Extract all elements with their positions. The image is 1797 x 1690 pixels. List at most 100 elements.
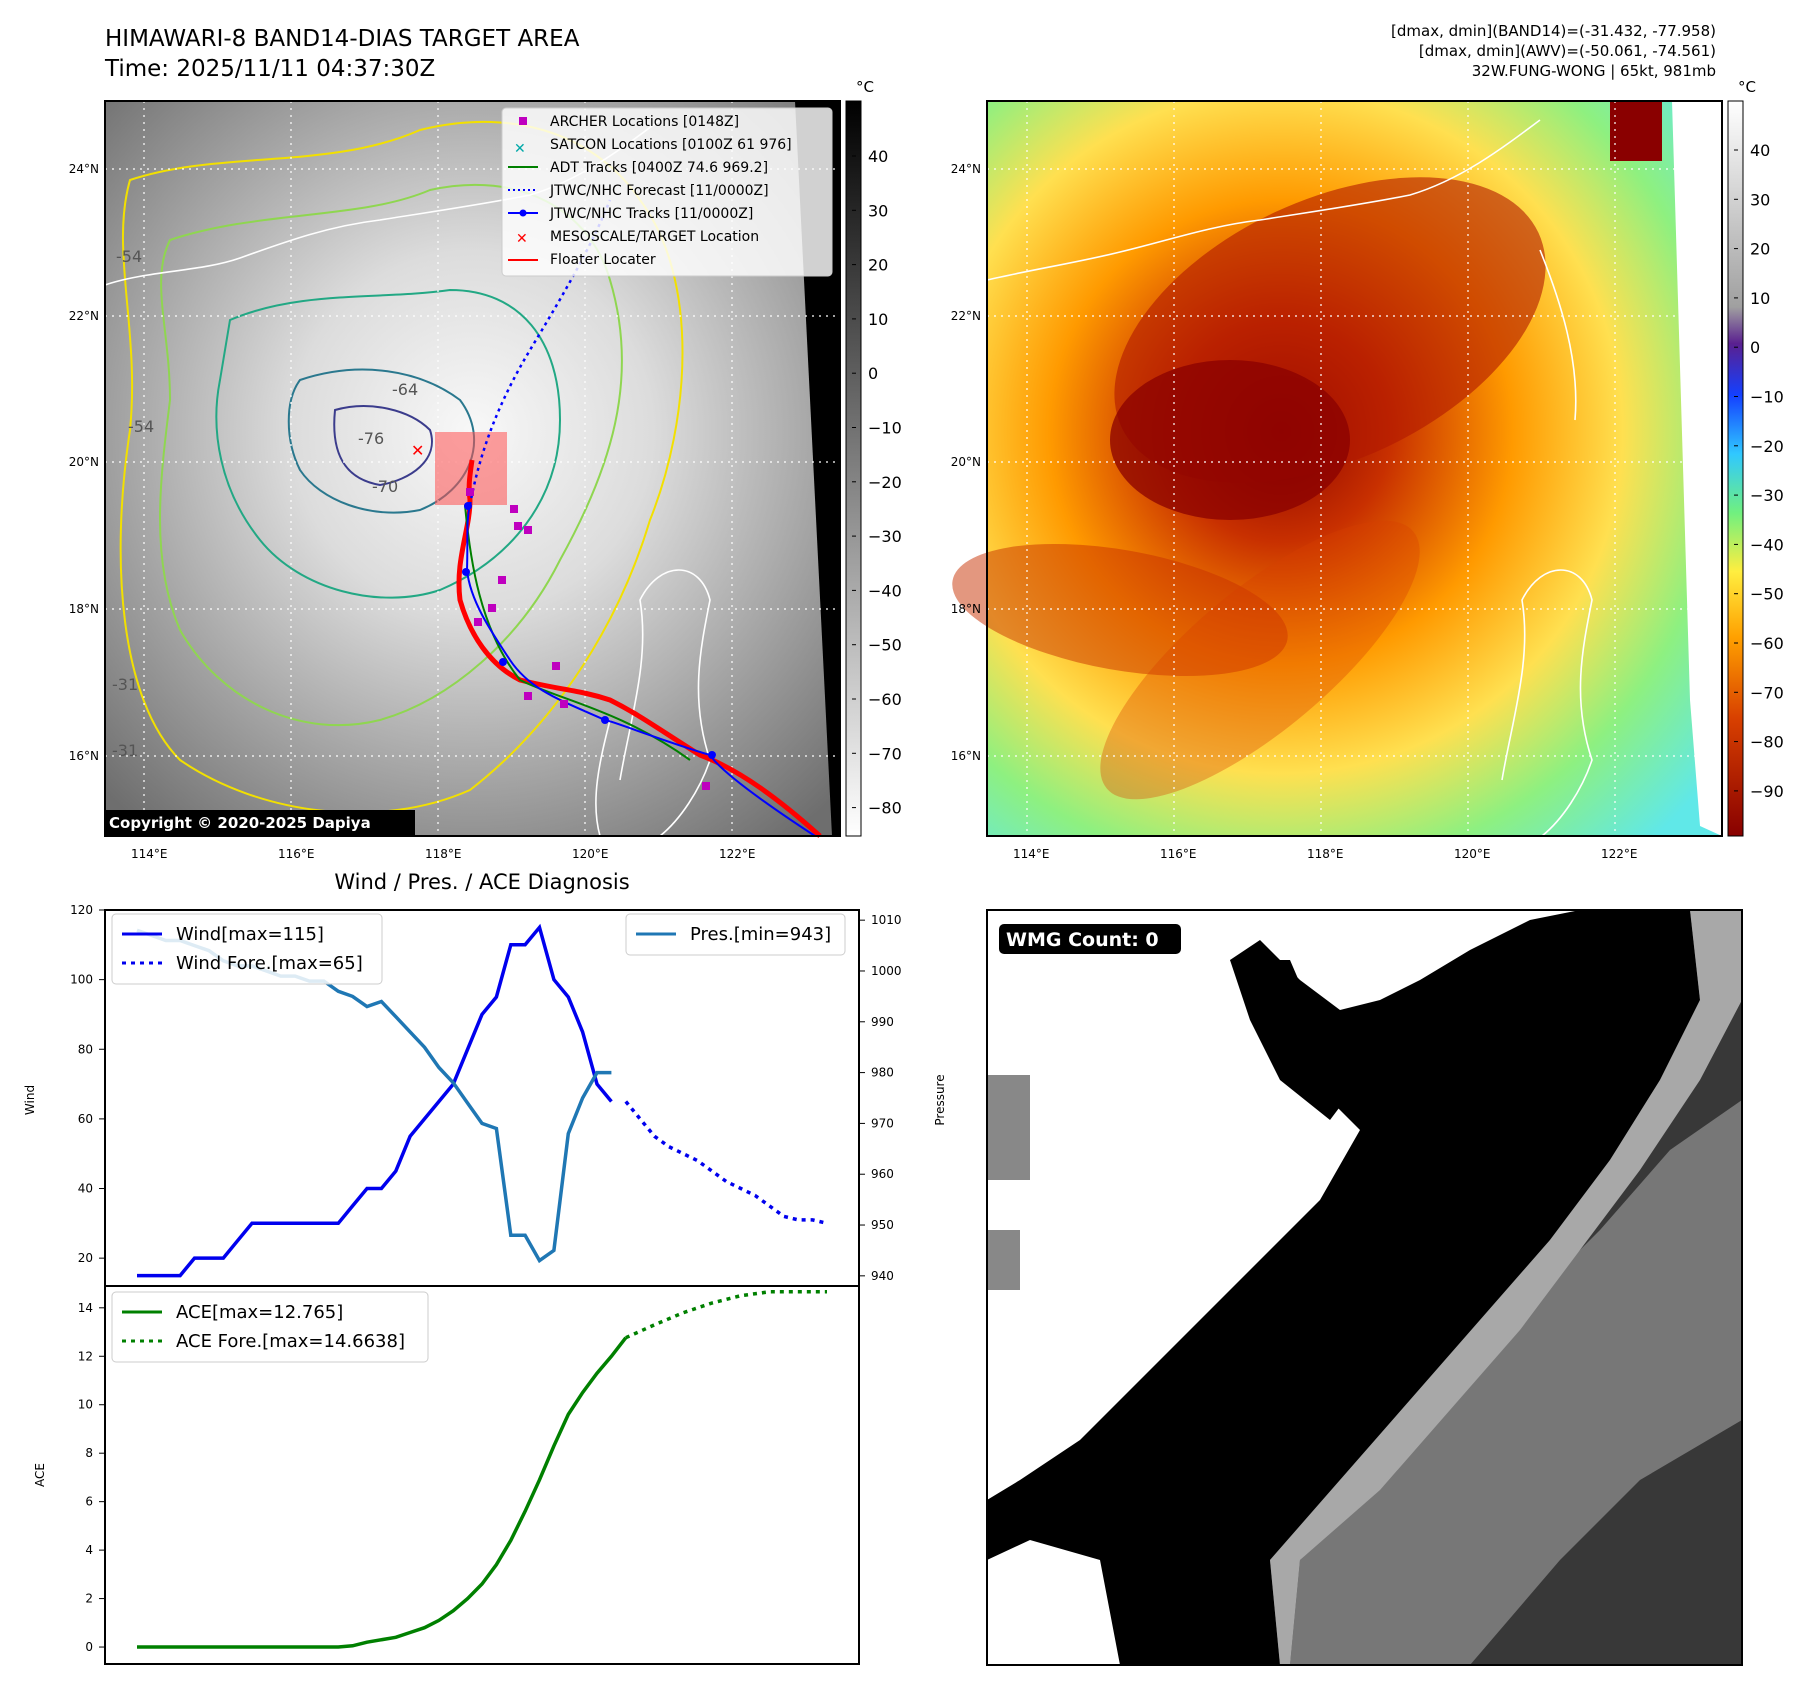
colorbar-tick-label: −30: [1750, 486, 1784, 505]
tracks-legend-dot: [519, 209, 527, 217]
colorbar-tick-label: −20: [868, 473, 902, 492]
colorbar-tick-label: −50: [1750, 585, 1784, 604]
awv-nodata-wedge: [1672, 101, 1722, 836]
colorbar-tick-label: −40: [868, 581, 902, 600]
legend-label: ADT Tracks [0400Z 74.6 969.2]: [550, 160, 768, 176]
contour-label: -31: [112, 675, 138, 694]
colorbar-tick-label: −20: [1750, 437, 1784, 456]
ir-lat-ticks: 24°N 22°N 20°N 18°N 16°N: [69, 162, 99, 763]
ir-nodata-wedge: [795, 101, 840, 836]
figure-time: Time: 2025/11/11 04:37:30Z: [105, 56, 436, 82]
colorbar-tick-label: −50: [868, 636, 902, 655]
lat-tick: 18°N: [69, 602, 99, 616]
wind-legend: Wind[max=115] Wind Fore.[max=65]: [111, 913, 383, 985]
y-right-tick-label: 1000: [871, 964, 902, 978]
ir-colorbar-unit: °C: [856, 78, 874, 96]
lat-tick: 22°N: [69, 309, 99, 323]
awv-coastlines: [986, 119, 1593, 837]
lon-tick: 118°E: [1307, 847, 1344, 861]
lon-tick: 122°E: [1601, 847, 1638, 861]
y-tick-label: 2: [85, 1592, 93, 1606]
colorbar-tick-label: 40: [868, 147, 888, 166]
colorbar-tick-label: 30: [1750, 190, 1770, 209]
contour-label: -76: [358, 429, 384, 448]
series-line: [624, 1100, 828, 1226]
y-tick-label: 80: [78, 1042, 93, 1056]
colorbar-tick-label: 10: [868, 310, 888, 329]
wmg-count-text: WMG Count: 0: [1006, 929, 1159, 951]
colorbar-tick-label: 40: [1750, 141, 1770, 160]
chart-frame: [104, 1285, 860, 1665]
pressure-legend: Pres.[min=943]: [625, 913, 846, 956]
wmg-count-badge: [999, 924, 1181, 954]
y-tick-label: 12: [78, 1349, 93, 1363]
lat-tick: 24°N: [951, 162, 981, 176]
y-tick-label: 20: [78, 1251, 93, 1265]
legend-label: ARCHER Locations [0148Z]: [550, 114, 739, 130]
colorbar-tick-label: −70: [868, 744, 902, 763]
figure-title: HIMAWARI-8 BAND14-DIAS TARGET AREA: [105, 26, 580, 52]
y-tick-label: 100: [70, 973, 93, 987]
y-tick-label: 8: [85, 1446, 93, 1460]
ir-contour-labels: -76 -70 -64 -54 -54 -31 -31: [112, 247, 418, 760]
y-tick-label: 60: [78, 1112, 93, 1126]
legend-label: MESOSCALE/TARGET Location: [550, 229, 759, 245]
lat-tick: 18°N: [951, 602, 981, 616]
lon-tick: 116°E: [1160, 847, 1197, 861]
colorbar-tick-label: −80: [868, 799, 902, 818]
ace-legend-label: ACE[max=12.765]: [176, 1302, 343, 1323]
colorbar-tick-label: 10: [1750, 289, 1770, 308]
wind-axis-label: Wind: [23, 1085, 37, 1115]
colorbar-tick-label: −10: [1750, 388, 1784, 407]
y-tick-label: 120: [70, 903, 93, 917]
lat-tick: 22°N: [951, 309, 981, 323]
awv-lon-ticks: 114°E 116°E 118°E 120°E 122°E: [1013, 847, 1638, 861]
colorbar-tick-label: 20: [868, 256, 888, 275]
legend-label: SATCON Locations [0100Z 61 976]: [550, 137, 792, 153]
wind-fore-legend-label: Wind Fore.[max=65]: [176, 953, 363, 974]
adt-track: [464, 504, 691, 761]
awv-range-text: [dmax, dmin](AWV)=(-50.061, -74.561): [1418, 42, 1716, 60]
lat-tick: 16°N: [951, 749, 981, 763]
ace-legend: ACE[max=12.765] ACE Fore.[max=14.6638]: [111, 1291, 429, 1363]
lon-tick: 114°E: [1013, 847, 1050, 861]
colorbar-tick-label: −60: [1750, 634, 1784, 653]
series-line: [625, 1290, 827, 1340]
legend-label: JTWC/NHC Forecast [11/0000Z]: [549, 183, 769, 199]
target-marker: ✕: [411, 441, 424, 460]
wmg-panel: WMG Count: 0: [986, 909, 1743, 1666]
colorbar-tick-label: −80: [1750, 733, 1784, 752]
colorbar-tick-label: −40: [1750, 535, 1784, 554]
y-right-tick-label: 950: [871, 1218, 894, 1232]
y-right-tick-label: 970: [871, 1116, 894, 1130]
y-tick-label: 6: [85, 1495, 93, 1509]
awv-colorbar-unit: °C: [1738, 78, 1756, 96]
ir-lon-ticks: 114°E 116°E 118°E 120°E 122°E: [131, 847, 756, 861]
legend-label: Floater Locater: [550, 252, 656, 268]
satcon-legend-marker: ✕: [514, 141, 526, 157]
legend-label: JTWC/NHC Tracks [11/0000Z]: [549, 206, 753, 222]
y-right-tick-label: 960: [871, 1167, 894, 1181]
lat-tick: 16°N: [69, 749, 99, 763]
lon-tick: 118°E: [425, 847, 462, 861]
awv-colorbar: °C 40 30 20 10 0 −10 −20 −30 −40 −50 −60 −70 −80 −90: [1727, 78, 1784, 837]
target-legend-marker: ✕: [516, 231, 528, 247]
ir-contours: [119, 120, 684, 814]
lat-tick: 24°N: [69, 162, 99, 176]
archer-points: [466, 488, 710, 790]
wmg-frame: [986, 909, 1743, 1666]
ir-frame: [104, 100, 841, 837]
y-tick-label: 14: [78, 1301, 93, 1315]
lon-tick: 120°E: [1454, 847, 1491, 861]
y-right-tick-label: 990: [871, 1015, 894, 1029]
jtwc-points: [462, 502, 716, 759]
archer-legend-marker: [519, 117, 527, 125]
colorbar-tick-label: −30: [868, 527, 902, 546]
awv-frame: [986, 100, 1723, 837]
colorbar-tick-label: 0: [1750, 338, 1760, 357]
colorbar-tick-label: 0: [868, 364, 878, 383]
awv-map-panel: [952, 100, 1723, 837]
colorbar-tick-label: −70: [1750, 683, 1784, 702]
lon-tick: 120°E: [572, 847, 609, 861]
